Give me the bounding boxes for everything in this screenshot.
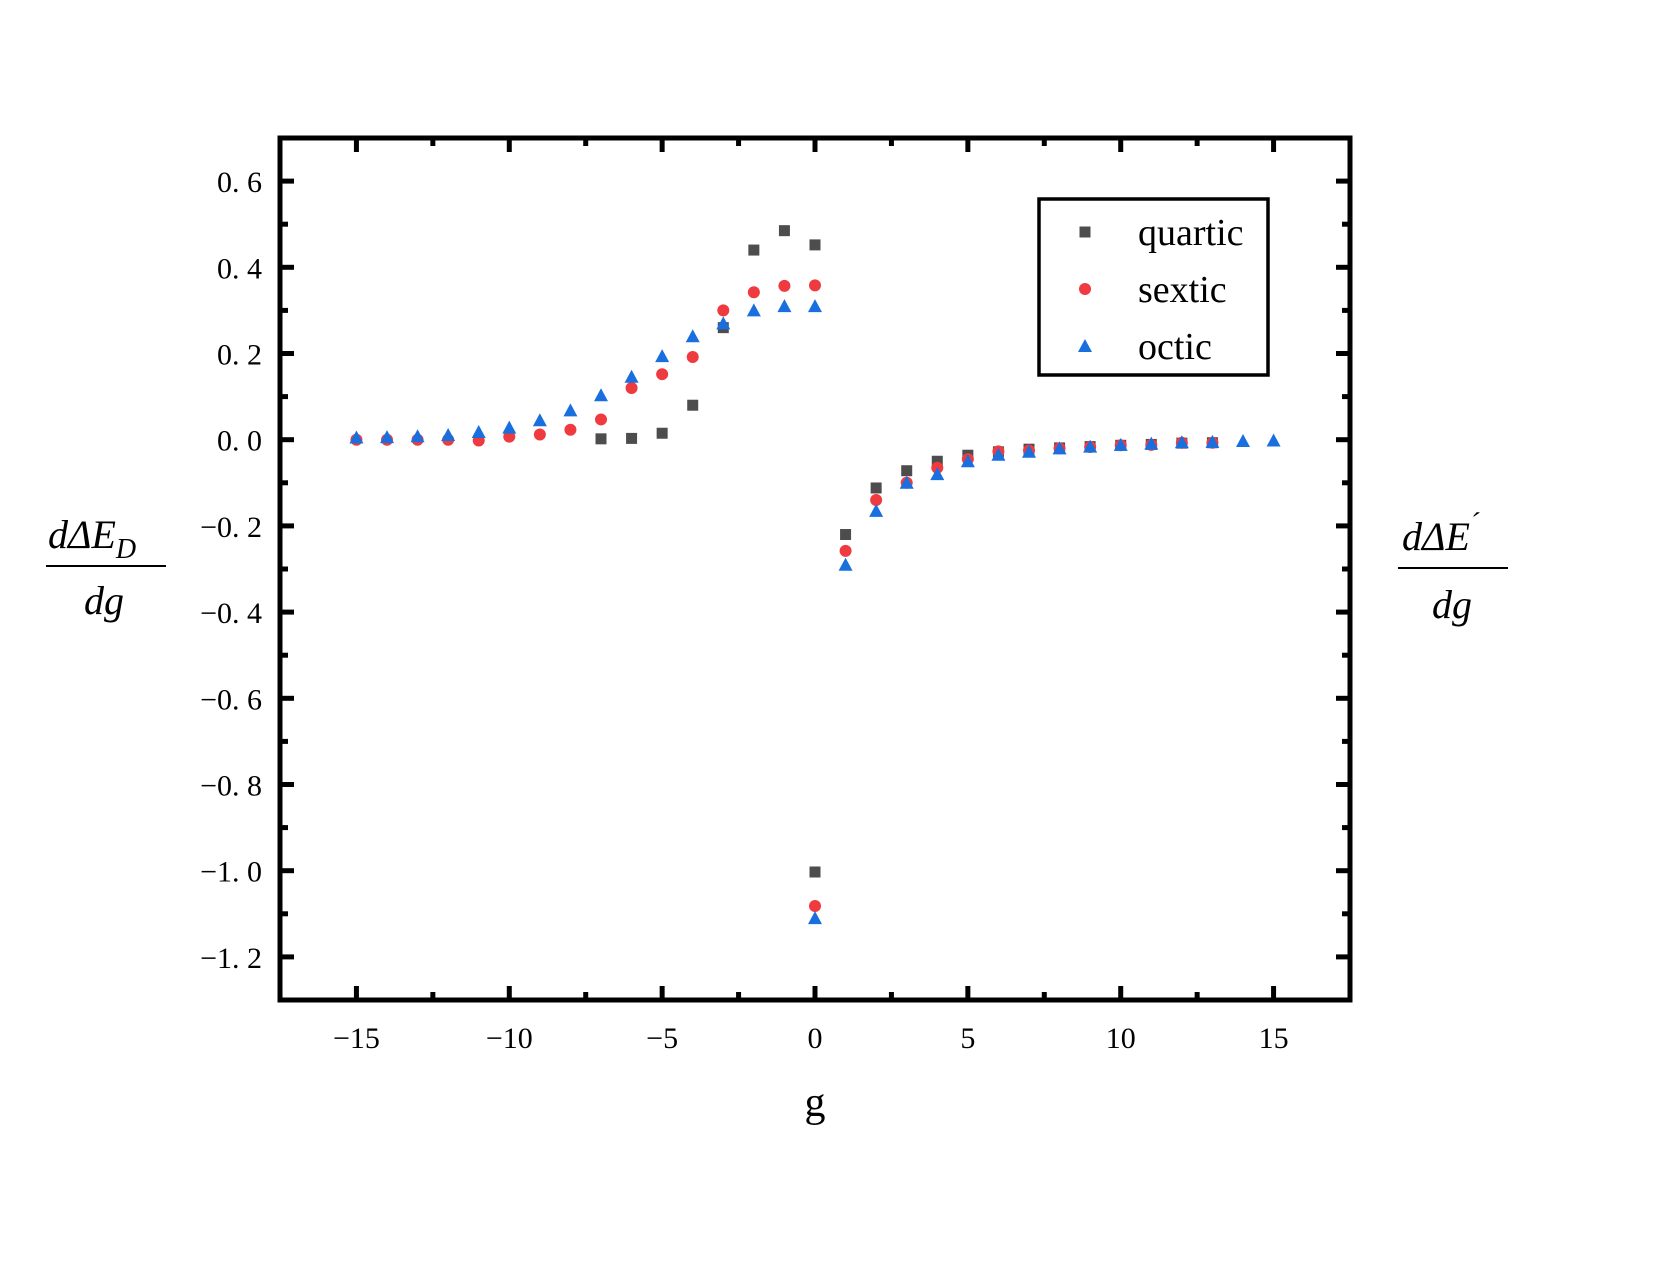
sextic-point [686, 350, 699, 363]
sextic-point [809, 900, 821, 913]
octic-point [1144, 436, 1159, 450]
y-tick-label: −0. 2 [200, 511, 262, 544]
octic-point [838, 557, 853, 571]
y-tick-label: 0. 6 [217, 166, 262, 199]
y-left-numerator: dΔE [48, 512, 116, 557]
x-tick-label: 0 [808, 1022, 823, 1055]
sextic-point [809, 279, 821, 292]
quartic-point [687, 399, 699, 411]
octic-point [808, 911, 822, 925]
sextic-point [656, 368, 669, 381]
sextic-point [839, 544, 852, 557]
quartic-point [931, 455, 943, 467]
quartic-point [870, 482, 882, 494]
quartic-point [840, 529, 852, 541]
quartic-point [748, 244, 760, 256]
legend-label-quartic: quartic [1138, 212, 1244, 254]
sextic-point [747, 286, 760, 299]
octic-point [624, 369, 639, 383]
octic-point [471, 424, 486, 438]
x-tick-label: −15 [333, 1022, 380, 1055]
octic-point [1205, 434, 1220, 448]
y-axis-label-left: dΔED dg [46, 512, 166, 623]
octic-point [532, 413, 547, 427]
sextic-point [625, 381, 638, 394]
octic-point [410, 429, 425, 443]
octic-point [563, 403, 578, 417]
quartic-point [626, 432, 638, 444]
sextic-point [717, 304, 730, 317]
octic-point [899, 475, 914, 489]
svg-text:dΔE´: dΔE´ [1402, 508, 1480, 559]
y-tick-label: −1. 2 [200, 942, 262, 975]
octic-point [746, 303, 761, 317]
y-tick-label: 0. 4 [217, 252, 262, 285]
quartic-point [656, 427, 668, 439]
x-axis-label: g [805, 1080, 826, 1126]
legend-label-sextic: sextic [1138, 269, 1227, 311]
octic-point [502, 420, 517, 434]
x-tick-label: 5 [960, 1022, 975, 1055]
octic-point [777, 299, 792, 313]
y-tick-label: −0. 8 [200, 770, 262, 803]
octic-point [349, 430, 364, 444]
octic-point [1236, 433, 1250, 447]
y-right-denominator: dg [1432, 582, 1472, 627]
sextic-point [870, 494, 883, 507]
octic-point [1174, 435, 1189, 449]
quartic-point [809, 866, 821, 878]
y-tick-label: 0. 0 [217, 425, 262, 458]
quartic-point [901, 465, 913, 477]
octic-point [655, 349, 670, 363]
legend-box [1037, 197, 1270, 377]
x-tick-label: 10 [1106, 1022, 1136, 1055]
quartic-legend-marker [1079, 226, 1091, 238]
y-left-denominator: dg [84, 578, 124, 623]
x-tick-label: −10 [486, 1022, 533, 1055]
quartic-point [809, 239, 821, 251]
octic-point [716, 316, 731, 330]
data-points [349, 225, 1281, 925]
octic-point [1083, 439, 1098, 453]
y-right-superscript: ´ [1470, 508, 1480, 539]
octic-point [1266, 433, 1281, 447]
y-left-subscript: D [115, 534, 136, 565]
plot-frame [277, 135, 1353, 1003]
quartic-point [778, 225, 790, 237]
octic-point [1022, 444, 1036, 458]
y-tick-label: −0. 4 [200, 597, 262, 630]
octic-point [594, 388, 608, 402]
sextic-point [778, 279, 791, 292]
x-tick-label: −5 [646, 1022, 678, 1055]
octic-point [1052, 441, 1067, 455]
octic-legend-marker [1078, 339, 1092, 352]
octic-point [685, 329, 700, 343]
y-axis-label-right: dΔE´ dg [1398, 508, 1508, 627]
quartic-point [595, 433, 607, 445]
legend-label-octic: octic [1138, 326, 1212, 368]
legend: quartic sextic octic [1037, 197, 1270, 377]
octic-point [869, 503, 884, 517]
sextic-point [503, 430, 516, 443]
octic-point [380, 430, 394, 444]
octic-point [441, 427, 456, 441]
y-tick-label: −0. 6 [200, 683, 262, 716]
sextic-point [595, 413, 607, 426]
sextic-legend-marker [1079, 283, 1091, 295]
octic-point [991, 447, 1006, 461]
octic-point [930, 467, 945, 481]
series-octic [349, 299, 1281, 925]
y-tick-label: 0. 2 [217, 339, 262, 372]
y-tick-label: −1. 0 [200, 856, 262, 889]
octic-point [1113, 437, 1128, 451]
svg-text:dΔED: dΔED [48, 512, 136, 565]
octic-point [960, 454, 975, 468]
y-right-numerator: dΔE [1402, 514, 1470, 559]
sextic-point [533, 428, 546, 441]
sextic-point [564, 423, 577, 436]
x-tick-label: 15 [1259, 1022, 1289, 1055]
octic-point [808, 299, 822, 313]
